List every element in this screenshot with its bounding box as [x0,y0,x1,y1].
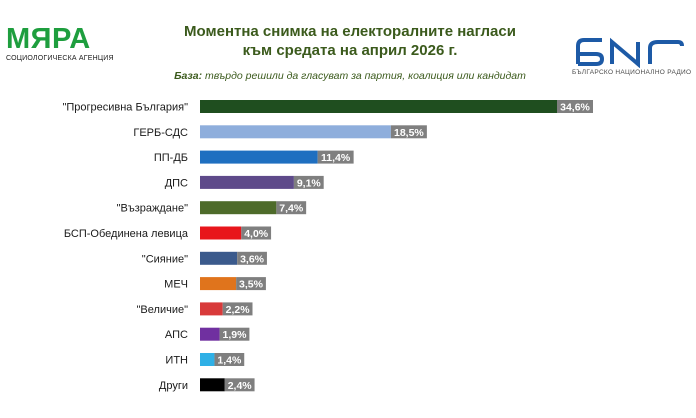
bar [200,277,237,291]
category-label: Други [159,380,188,392]
category-label: БСП-Обединена левица [64,228,189,240]
value-label-box [236,277,266,291]
bar [200,175,294,189]
bnr-logo-icon [576,37,684,68]
category-label: "Сияние" [142,253,188,265]
value-label: 9,1% [297,177,322,189]
miara-logo: МЯРА СОЦИОЛОГИЧЕСКА АГЕНЦИЯ [6,23,114,62]
value-label-box [241,226,272,240]
category-label: "Възраждане" [117,203,188,215]
value-label-box [222,302,253,316]
bar [200,353,215,366]
bnr-logo: БЪЛГАРСКО НАЦИОНАЛНО РАДИО [572,36,692,76]
value-label-box [276,201,307,215]
miara-logo-subtitle: СОЦИОЛОГИЧЕСКА АГЕНЦИЯ [6,55,114,62]
value-label-box [317,150,354,164]
value-label: 3,6% [240,253,265,265]
bar [200,378,225,392]
chart-title: Моментна снимка на електоралните нагласи… [150,22,550,60]
value-label: 11,4% [321,152,351,164]
base-label: База: [174,70,203,82]
value-label: 1,9% [223,329,248,341]
value-label-box [219,327,250,341]
bar [200,100,557,113]
bar [200,201,277,215]
value-label-box [214,353,245,366]
value-label: 18,5% [394,127,424,139]
category-label: "Прогресивна България" [62,102,188,114]
base-text: твърдо решили да гласуват за партия, коа… [202,70,526,82]
chart-base-note: База: твърдо решили да гласуват за парти… [150,70,550,82]
bar [200,327,220,341]
category-label: ГЕРБ-СДС [133,127,188,139]
value-label-box [237,251,267,265]
bar [200,251,238,265]
value-label-box [390,125,427,139]
bar [200,125,391,139]
value-label: 2,4% [228,380,253,392]
chart-title-line-2: към средата на април 2026 г. [242,42,458,59]
value-label: 1,4% [217,355,242,367]
chart-title-line-1: Моментна снимка на електоралните нагласи [184,23,516,40]
value-label-box [557,100,593,113]
miara-logo-text: МЯРА [6,23,91,55]
category-label: МЕЧ [164,279,188,291]
bar [200,226,242,240]
bar [200,150,318,164]
value-label-box [293,175,324,189]
value-label: 4,0% [244,228,269,240]
value-label: 34,6% [560,102,590,114]
value-label: 3,5% [239,279,264,291]
category-label: ИТН [165,355,188,367]
category-label: АПС [165,329,188,341]
category-label: ПП-ДБ [154,152,188,164]
value-label: 2,2% [226,304,251,316]
bnr-logo-subtitle: БЪЛГАРСКО НАЦИОНАЛНО РАДИО [572,69,692,76]
bar-chart: "Прогресивна България" 34,6% ГЕРБ-СДС 18,5%… [62,100,593,392]
category-label: ДПС [165,177,188,189]
value-label: 7,4% [279,203,304,215]
bar [200,302,223,316]
category-label: "Величие" [137,304,189,316]
value-label-box [224,378,255,392]
